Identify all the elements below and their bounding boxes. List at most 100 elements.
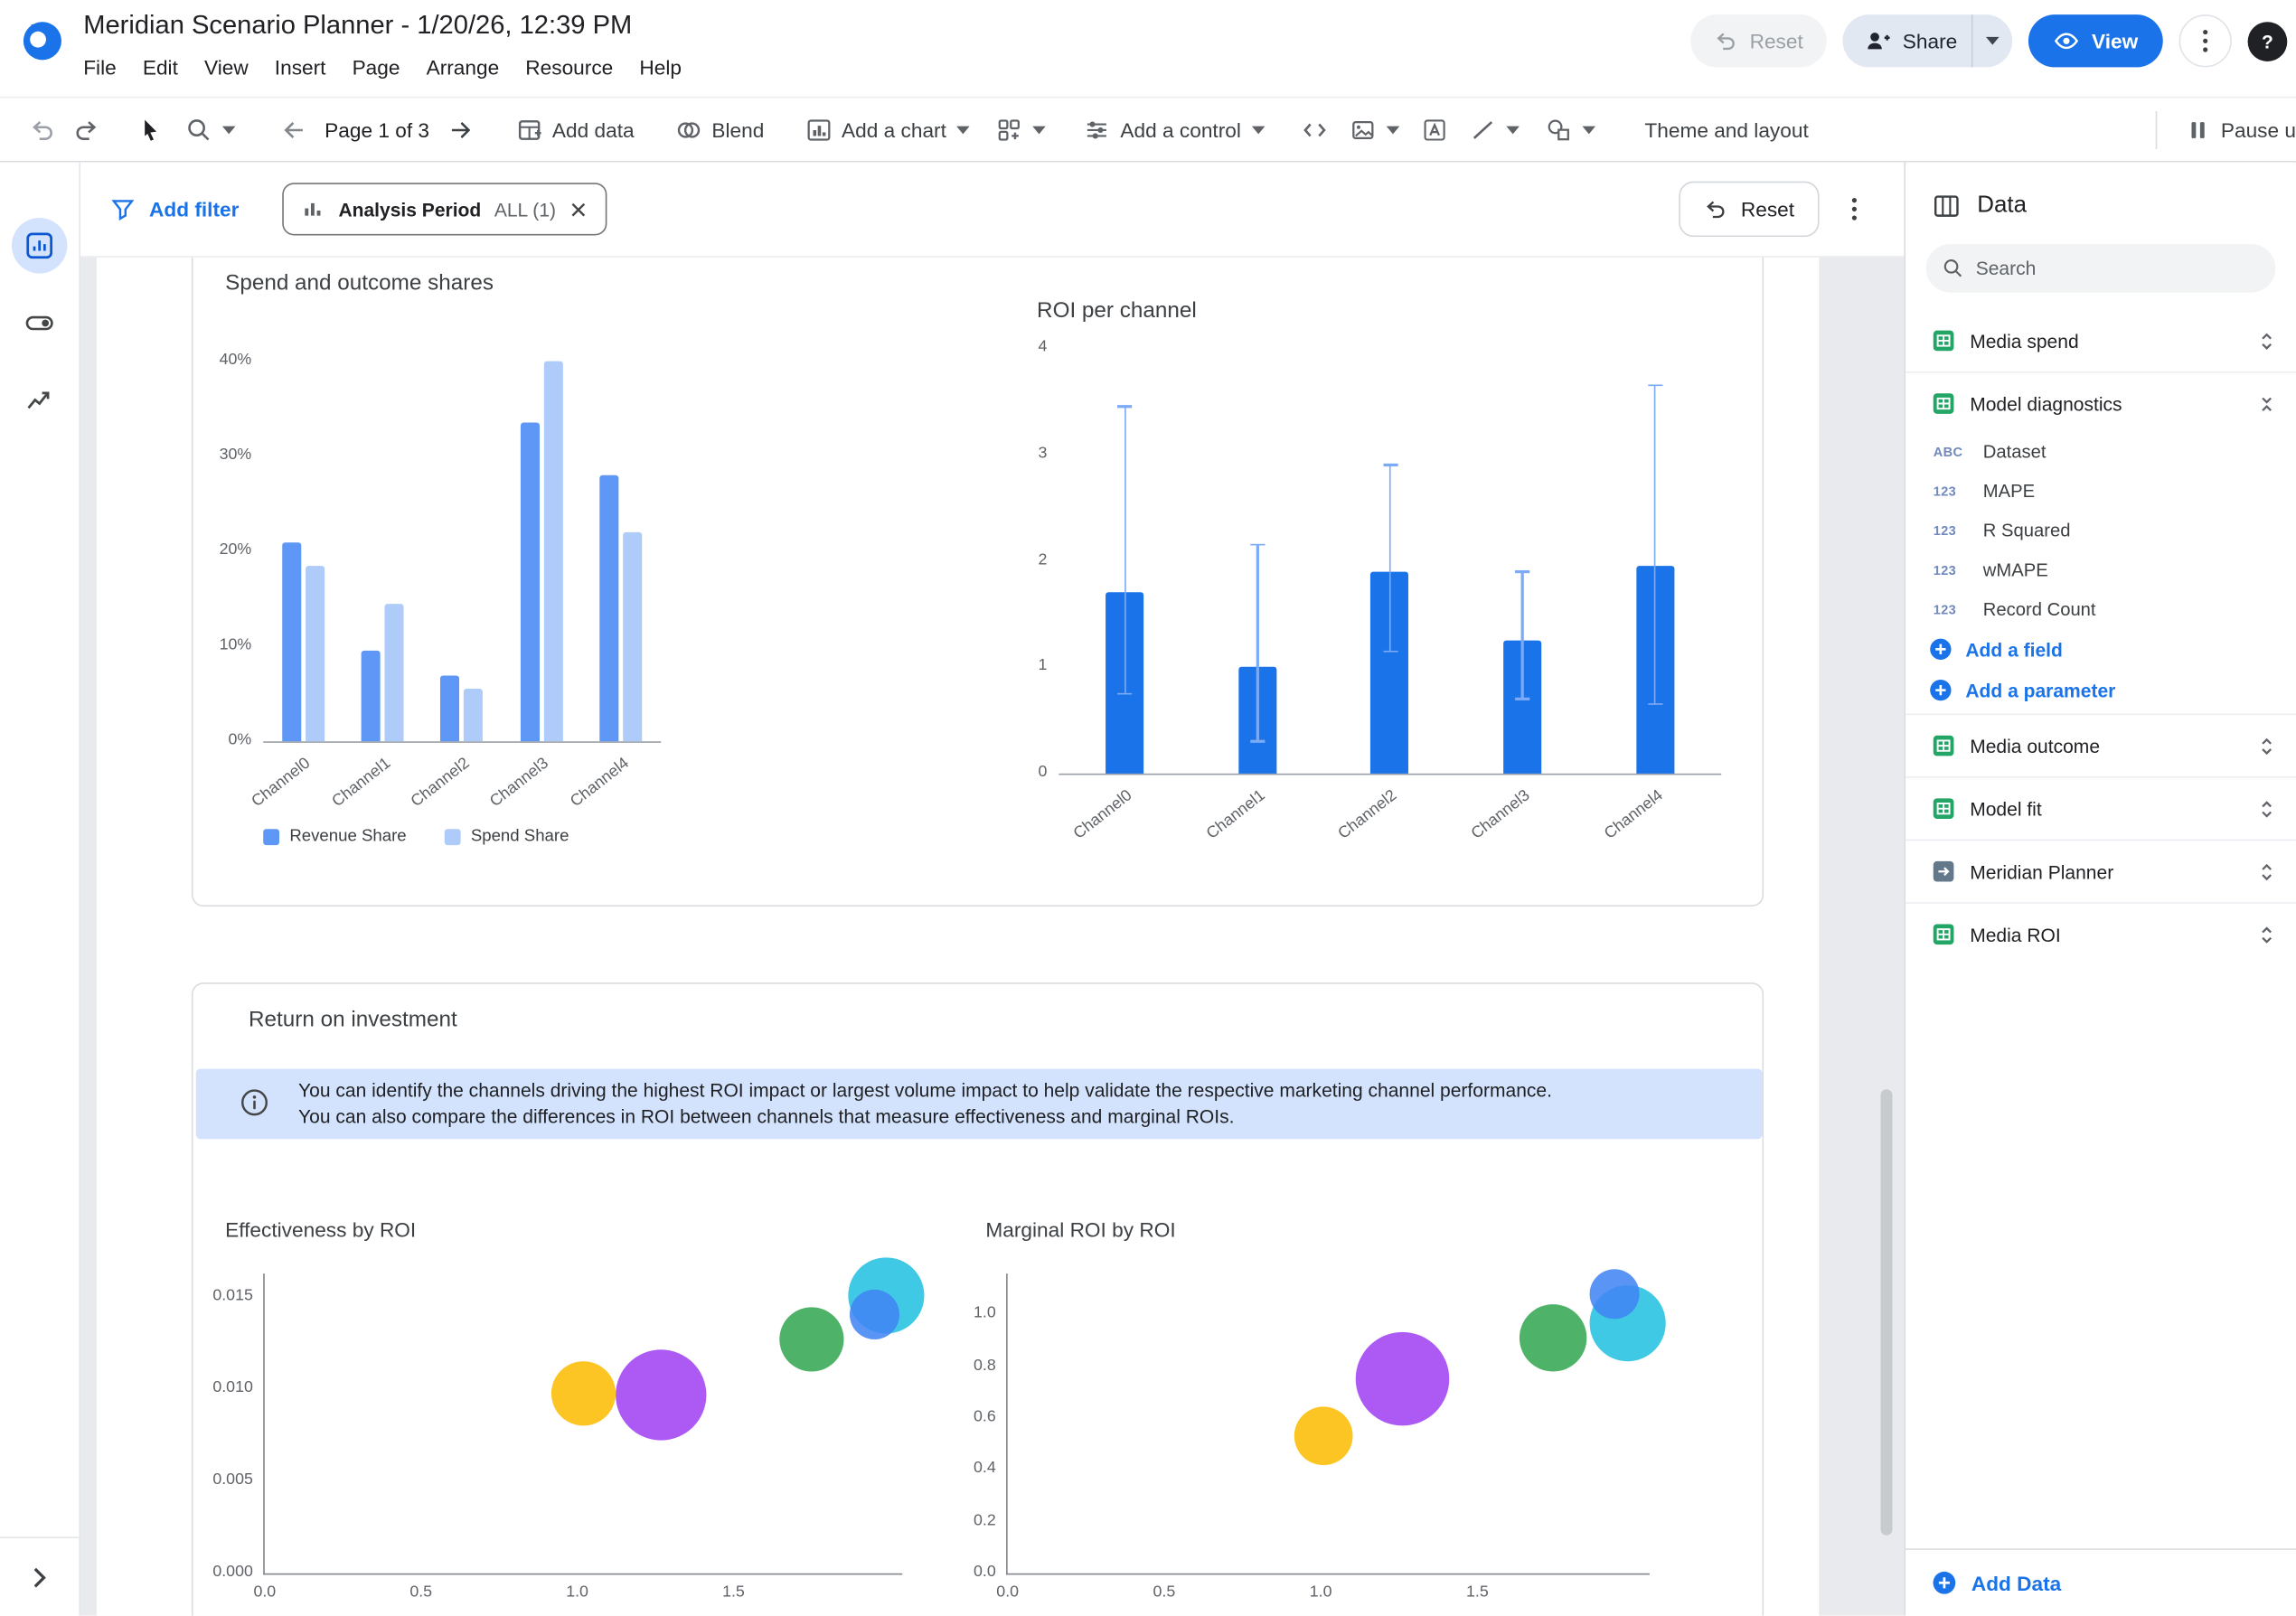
zoom-tool-button[interactable] (173, 106, 249, 153)
data-source-meridian-planner[interactable]: Meridian Planner (1905, 843, 2296, 898)
add-parameter-button[interactable]: Add a parameter (1905, 670, 2296, 710)
field-wmape[interactable]: 123 wMAPE (1905, 550, 2296, 589)
ytick: 0.2 (973, 1511, 996, 1529)
menu-file[interactable]: File (83, 55, 117, 80)
add-chart-label: Add a chart (842, 117, 946, 142)
nav-trends-button[interactable] (12, 373, 67, 428)
next-page-button[interactable] (438, 108, 483, 152)
unfold-less-icon[interactable] (2258, 392, 2275, 414)
menu-bar: File Edit View Insert Page Arrange Resou… (71, 50, 695, 85)
chevron-right-icon (33, 1566, 46, 1587)
data-source-media-roi[interactable]: Media ROI (1905, 907, 2296, 962)
prev-page-button[interactable] (272, 108, 316, 152)
data-panel-title: Data (1977, 193, 2027, 219)
xcat: Channel2 (1335, 786, 1401, 843)
menu-insert[interactable]: Insert (274, 55, 326, 80)
spend-roi-charts-card[interactable]: Spend and outcome shares 40% 30% 20% 10% 0% C… (191, 257, 1764, 907)
redo-button[interactable] (64, 108, 108, 152)
search-input[interactable] (1975, 257, 2260, 280)
cursor-icon (145, 118, 157, 140)
add-community-viz-button[interactable] (983, 106, 1059, 153)
filter-chip-analysis-period[interactable]: Analysis Period ALL (1) (282, 183, 607, 236)
looker-studio-logo[interactable] (17, 14, 67, 64)
reset-filters-button[interactable]: Reset (1679, 181, 1820, 238)
main-area: Add filter Analysis Period ALL (1) (0, 162, 2296, 1616)
legend-item: Spend Share (444, 828, 569, 845)
legend-label: Revenue Share (289, 827, 407, 846)
menu-view[interactable]: View (203, 55, 249, 80)
menu-help[interactable]: Help (639, 55, 682, 80)
menu-edit[interactable]: Edit (142, 55, 178, 80)
filter-more-button[interactable] (1828, 183, 1880, 235)
share-dropdown-button[interactable] (1973, 14, 2013, 67)
chart-icon (806, 118, 830, 140)
share-main[interactable]: Share (1842, 14, 1971, 67)
pause-updates-button[interactable]: Pause u (2171, 106, 2296, 153)
ytick: 0.000 (212, 1563, 253, 1581)
field-r-squared[interactable]: 123 R Squared (1905, 511, 2296, 550)
menu-arrange[interactable]: Arrange (426, 55, 500, 80)
data-source-media-spend[interactable]: Media spend (1905, 313, 2296, 368)
page-indicator: Page 1 of 3 (325, 117, 430, 142)
more-options-button[interactable] (2178, 14, 2232, 68)
unfold-more-icon[interactable] (2258, 330, 2275, 352)
help-button[interactable]: ? (2247, 21, 2288, 61)
field-mape[interactable]: 123 MAPE (1905, 471, 2296, 511)
blend-button[interactable]: Blend (662, 106, 777, 153)
source-group: Meridian Planner (1905, 841, 2296, 904)
report-page[interactable]: Spend and outcome shares 40% 30% 20% 10% 0% C… (95, 257, 1821, 1616)
bubble (849, 1289, 899, 1339)
select-tool-button[interactable] (128, 108, 173, 152)
data-source-model-diagnostics[interactable]: Model diagnostics (1905, 376, 2296, 431)
source-label: Media ROI (1970, 923, 2061, 945)
data-source-model-fit[interactable]: Model fit (1905, 781, 2296, 836)
theme-layout-button[interactable]: Theme and layout (1632, 106, 1821, 153)
add-text-button[interactable] (1412, 108, 1456, 152)
legend-swatch-spend (444, 828, 461, 845)
menu-page[interactable]: Page (352, 55, 400, 80)
redo-icon (76, 120, 97, 140)
share-label: Share (1902, 29, 1958, 53)
expand-panel-button[interactable] (0, 1536, 80, 1615)
reset-button[interactable]: Reset (1690, 14, 1827, 68)
canvas-scrollbar[interactable] (1880, 1089, 1893, 1536)
line-icon (1473, 120, 1492, 139)
menu-resource[interactable]: Resource (525, 55, 614, 80)
search-box[interactable] (1925, 244, 2276, 293)
field-dataset[interactable]: ABC Dataset (1905, 431, 2296, 471)
bar (599, 474, 619, 742)
unfold-more-icon[interactable] (2258, 798, 2275, 820)
chip-value: ALL (1) (494, 198, 557, 221)
add-filter-button[interactable]: Add filter (109, 196, 239, 222)
add-parameter-label: Add a parameter (1965, 679, 2116, 701)
undo-button[interactable] (21, 108, 65, 152)
add-data-footer-button[interactable]: Add Data (1905, 1548, 2296, 1615)
unfold-more-icon[interactable] (2258, 735, 2275, 756)
app-header: Meridian Scenario Planner - 1/20/26, 12:… (0, 0, 2296, 97)
xtick: 1.0 (566, 1583, 588, 1602)
add-line-button[interactable] (1456, 106, 1532, 153)
chart-title: Marginal ROI by ROI (985, 1217, 1176, 1242)
xtick: 1.5 (1465, 1583, 1489, 1602)
add-control-button[interactable]: Add a control (1070, 106, 1277, 153)
data-source-media-outcome[interactable]: Media outcome (1905, 718, 2296, 773)
nav-report-pages-button[interactable] (11, 218, 68, 274)
report-title[interactable]: Meridian Scenario Planner - 1/20/26, 12:… (83, 10, 633, 40)
control-chart-icon (306, 202, 322, 216)
return-on-investment-card[interactable]: Return on investment You can identify th… (191, 982, 1764, 1616)
chip-close-icon[interactable] (569, 200, 588, 219)
embed-code-button[interactable] (1293, 108, 1337, 152)
unfold-more-icon[interactable] (2258, 924, 2275, 945)
add-data-button[interactable]: Add data (503, 106, 647, 153)
field-record-count[interactable]: 123 Record Count (1905, 589, 2296, 629)
add-chart-button[interactable]: Add a chart (792, 106, 983, 153)
nav-controls-button[interactable] (12, 296, 67, 351)
add-shape-button[interactable] (1532, 106, 1608, 153)
share-button[interactable]: Share (1842, 14, 2013, 68)
ytick: 0.4 (973, 1460, 996, 1478)
add-field-button[interactable]: Add a field (1905, 629, 2296, 670)
view-button[interactable]: View (2028, 14, 2163, 68)
add-image-button[interactable] (1336, 106, 1412, 153)
unfold-more-icon[interactable] (2258, 860, 2275, 882)
caret-down-icon (1986, 36, 2000, 45)
